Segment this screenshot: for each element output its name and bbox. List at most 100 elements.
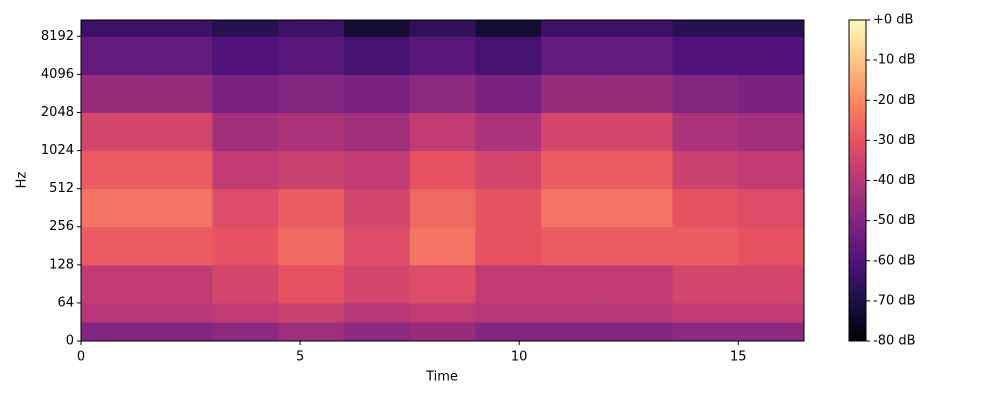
colorbar-segment xyxy=(849,160,866,165)
y-tick-label: 512 xyxy=(49,181,74,196)
cell xyxy=(81,74,148,113)
colorbar-segment xyxy=(849,60,866,65)
colorbar-tick-label: -30 dB xyxy=(873,133,916,148)
cell xyxy=(606,36,674,75)
colorbar-segment xyxy=(849,236,866,242)
y-tick-label: 4096 xyxy=(41,67,74,82)
cell xyxy=(278,74,345,113)
colorbar-segment xyxy=(849,264,866,270)
colorbar-segment xyxy=(849,120,866,125)
cell xyxy=(343,36,411,75)
colorbar-segment xyxy=(849,108,866,113)
cell xyxy=(475,20,542,37)
y-tick-label: 128 xyxy=(49,257,74,272)
colorbar-segment xyxy=(849,308,866,314)
cell xyxy=(278,302,345,323)
colorbar-segment xyxy=(849,248,866,254)
cell xyxy=(278,112,345,152)
cell xyxy=(606,20,674,37)
cell xyxy=(409,36,476,75)
cell xyxy=(606,226,674,266)
y-tick-label: 1024 xyxy=(41,143,74,158)
x-tick-label: 0 xyxy=(77,350,85,365)
cell xyxy=(475,112,542,152)
colorbar-segment xyxy=(849,260,866,266)
colorbar-segment xyxy=(849,88,866,93)
colorbar-tick-label: -50 dB xyxy=(873,213,916,228)
cell xyxy=(475,188,542,228)
colorbar-segment xyxy=(849,200,866,206)
cell xyxy=(672,36,739,75)
cell xyxy=(541,226,608,266)
colorbar-segment xyxy=(849,168,866,173)
colorbar-segment xyxy=(849,20,866,25)
cell xyxy=(146,20,213,37)
colorbar-segment xyxy=(849,172,866,177)
cell xyxy=(738,20,805,37)
colorbar-tick-label: -70 dB xyxy=(873,293,916,308)
cell xyxy=(278,188,345,228)
cell xyxy=(606,264,674,304)
cell xyxy=(212,188,279,228)
colorbar-segment xyxy=(849,84,866,89)
cell xyxy=(146,264,213,304)
colorbar-tick-label: +0 dB xyxy=(873,13,913,28)
colorbar-segment xyxy=(849,32,866,37)
cell xyxy=(475,226,542,266)
cell xyxy=(738,112,805,152)
cell xyxy=(409,150,476,190)
colorbar-segment xyxy=(849,72,866,77)
cell xyxy=(409,226,476,266)
colorbar-segment xyxy=(849,328,866,334)
colorbar-segment xyxy=(849,224,866,230)
colorbar-segment xyxy=(849,292,866,298)
colorbar-segment xyxy=(849,44,866,49)
colorbar-segment xyxy=(849,132,866,137)
cell xyxy=(343,112,411,152)
cell xyxy=(672,74,739,113)
cell xyxy=(672,20,739,37)
colorbar-segment xyxy=(849,288,866,294)
cell xyxy=(212,226,279,266)
cell xyxy=(278,226,345,266)
cell xyxy=(409,112,476,152)
cell xyxy=(278,264,345,304)
cell xyxy=(278,150,345,190)
cell xyxy=(672,188,739,228)
cell xyxy=(343,302,411,323)
colorbar-segment xyxy=(849,184,866,190)
colorbar-segment xyxy=(849,76,866,81)
colorbar-segment xyxy=(849,92,866,97)
cell xyxy=(343,74,411,113)
cell xyxy=(146,150,213,190)
colorbar-segment xyxy=(849,136,866,141)
colorbar-segment xyxy=(849,40,866,45)
y-tick-label: 64 xyxy=(57,295,74,310)
colorbar-segment xyxy=(849,116,866,121)
colorbar-segment xyxy=(849,188,866,194)
cell xyxy=(212,74,279,113)
cell xyxy=(146,112,213,152)
cell xyxy=(81,226,148,266)
colorbar-segment xyxy=(849,64,866,69)
cell xyxy=(81,36,148,75)
colorbar-segment xyxy=(849,312,866,318)
colorbar-segment xyxy=(849,56,866,61)
cell xyxy=(409,321,476,342)
cell xyxy=(278,36,345,75)
cell xyxy=(343,150,411,190)
cell xyxy=(146,36,213,75)
colorbar-segment xyxy=(849,304,866,310)
cell xyxy=(541,150,608,190)
cell xyxy=(541,74,608,113)
cell xyxy=(606,112,674,152)
cell xyxy=(409,74,476,113)
x-tick-label: 15 xyxy=(730,350,747,365)
colorbar-tick-label: -60 dB xyxy=(873,253,916,268)
colorbar-segment xyxy=(849,220,866,226)
cell xyxy=(212,321,279,342)
cell xyxy=(738,264,805,304)
colorbar-segment xyxy=(849,28,866,33)
colorbar-segment xyxy=(849,152,866,157)
